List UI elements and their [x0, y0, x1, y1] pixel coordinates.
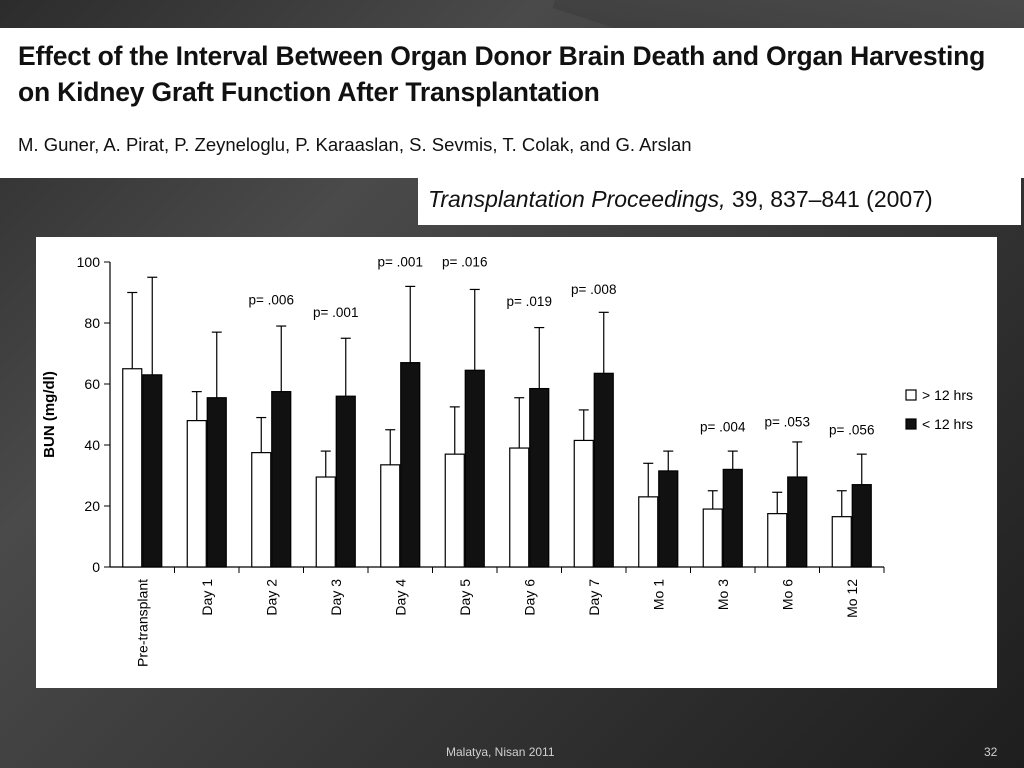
- x-tick-label: Mo 6: [779, 579, 795, 610]
- citation-panel: Transplantation Proceedings, 39, 837–841…: [418, 178, 1021, 225]
- y-tick-label: 100: [77, 254, 101, 270]
- y-tick-label: 40: [84, 437, 100, 453]
- y-tick-label: 60: [84, 376, 100, 392]
- author-list: M. Guner, A. Pirat, P. Zeyneloglu, P. Ka…: [18, 134, 692, 155]
- bar-under-12h: [851, 484, 872, 568]
- legend-label-under-12h: < 12 hrs: [922, 416, 973, 432]
- bar-over-12h: [251, 452, 272, 568]
- p-value-annotation: p= .001: [313, 305, 358, 320]
- x-tick-label: Mo 3: [715, 579, 731, 610]
- bar-under-12h: [206, 397, 227, 568]
- bar-under-12h: [271, 391, 292, 568]
- p-value-annotation: p= .016: [442, 255, 487, 270]
- y-tick-label: 80: [84, 315, 100, 331]
- y-tick-label: 20: [84, 498, 100, 514]
- x-tick-label: Mo 12: [844, 579, 860, 618]
- x-tick-label: Day 3: [328, 579, 344, 616]
- legend-swatch-over-12h: [905, 389, 917, 401]
- p-value-annotation: p= .019: [507, 294, 552, 309]
- slide-footer: Malatya, Nisan 2011: [446, 745, 555, 759]
- p-value-annotation: p= .008: [571, 282, 616, 297]
- bar-under-12h: [722, 468, 743, 568]
- x-tick-label: Day 2: [263, 579, 279, 616]
- x-tick-label: Day 7: [586, 579, 602, 616]
- bar-over-12h: [509, 447, 530, 568]
- p-value-annotation: p= .004: [700, 419, 746, 434]
- legend-swatch-under-12h: [905, 418, 917, 430]
- x-tick-label: Mo 1: [650, 579, 666, 610]
- x-tick-label: Day 4: [392, 579, 408, 616]
- bar-under-12h: [400, 362, 421, 568]
- title-panel: Effect of the Interval Between Organ Don…: [0, 28, 1024, 178]
- bar-over-12h: [444, 453, 465, 568]
- bar-over-12h: [702, 508, 723, 568]
- chart-panel: 0 20 40 60 80 100 BUN (mg/dl) Pre-transplant Day…: [36, 237, 997, 688]
- bar-under-12h: [142, 374, 163, 568]
- bar-over-12h: [638, 496, 659, 568]
- bar-over-12h: [831, 516, 852, 568]
- journal-citation: Transplantation Proceedings, 39, 837–841…: [428, 186, 933, 213]
- y-axis-label: BUN (mg/dl): [41, 371, 58, 458]
- bar-over-12h: [767, 513, 788, 568]
- p-value-annotation: p= .056: [829, 422, 874, 437]
- bar-under-12h: [787, 476, 808, 568]
- bar-under-12h: [593, 372, 614, 568]
- x-tick-label: Day 6: [521, 579, 537, 616]
- page-number: 32: [984, 745, 998, 759]
- p-value-annotation: p= .053: [765, 415, 810, 430]
- bar-over-12h: [122, 368, 143, 568]
- x-tick-label: Pre-transplant: [134, 579, 150, 667]
- bar-chart: 0 20 40 60 80 100 BUN (mg/dl) Pre-transplant Day…: [41, 254, 973, 667]
- p-value-annotation: p= .001: [378, 255, 423, 270]
- legend-label-over-12h: > 12 hrs: [922, 387, 973, 403]
- bar-under-12h: [335, 395, 356, 568]
- y-tick-label: 0: [92, 559, 100, 575]
- bar-under-12h: [658, 470, 679, 568]
- bar-over-12h: [186, 420, 207, 568]
- bar-over-12h: [573, 439, 594, 568]
- journal-reference: 39, 837–841 (2007): [731, 186, 933, 212]
- x-tick-label: Day 5: [457, 579, 473, 616]
- bar-under-12h: [464, 369, 485, 568]
- bar-under-12h: [529, 387, 550, 568]
- bar-over-12h: [315, 476, 336, 568]
- bar-over-12h: [380, 464, 401, 568]
- slide-title: Effect of the Interval Between Organ Don…: [18, 41, 986, 107]
- journal-name: Transplantation Proceedings,: [428, 186, 726, 212]
- x-tick-label: Day 1: [199, 579, 215, 616]
- p-value-annotation: p= .006: [249, 293, 294, 308]
